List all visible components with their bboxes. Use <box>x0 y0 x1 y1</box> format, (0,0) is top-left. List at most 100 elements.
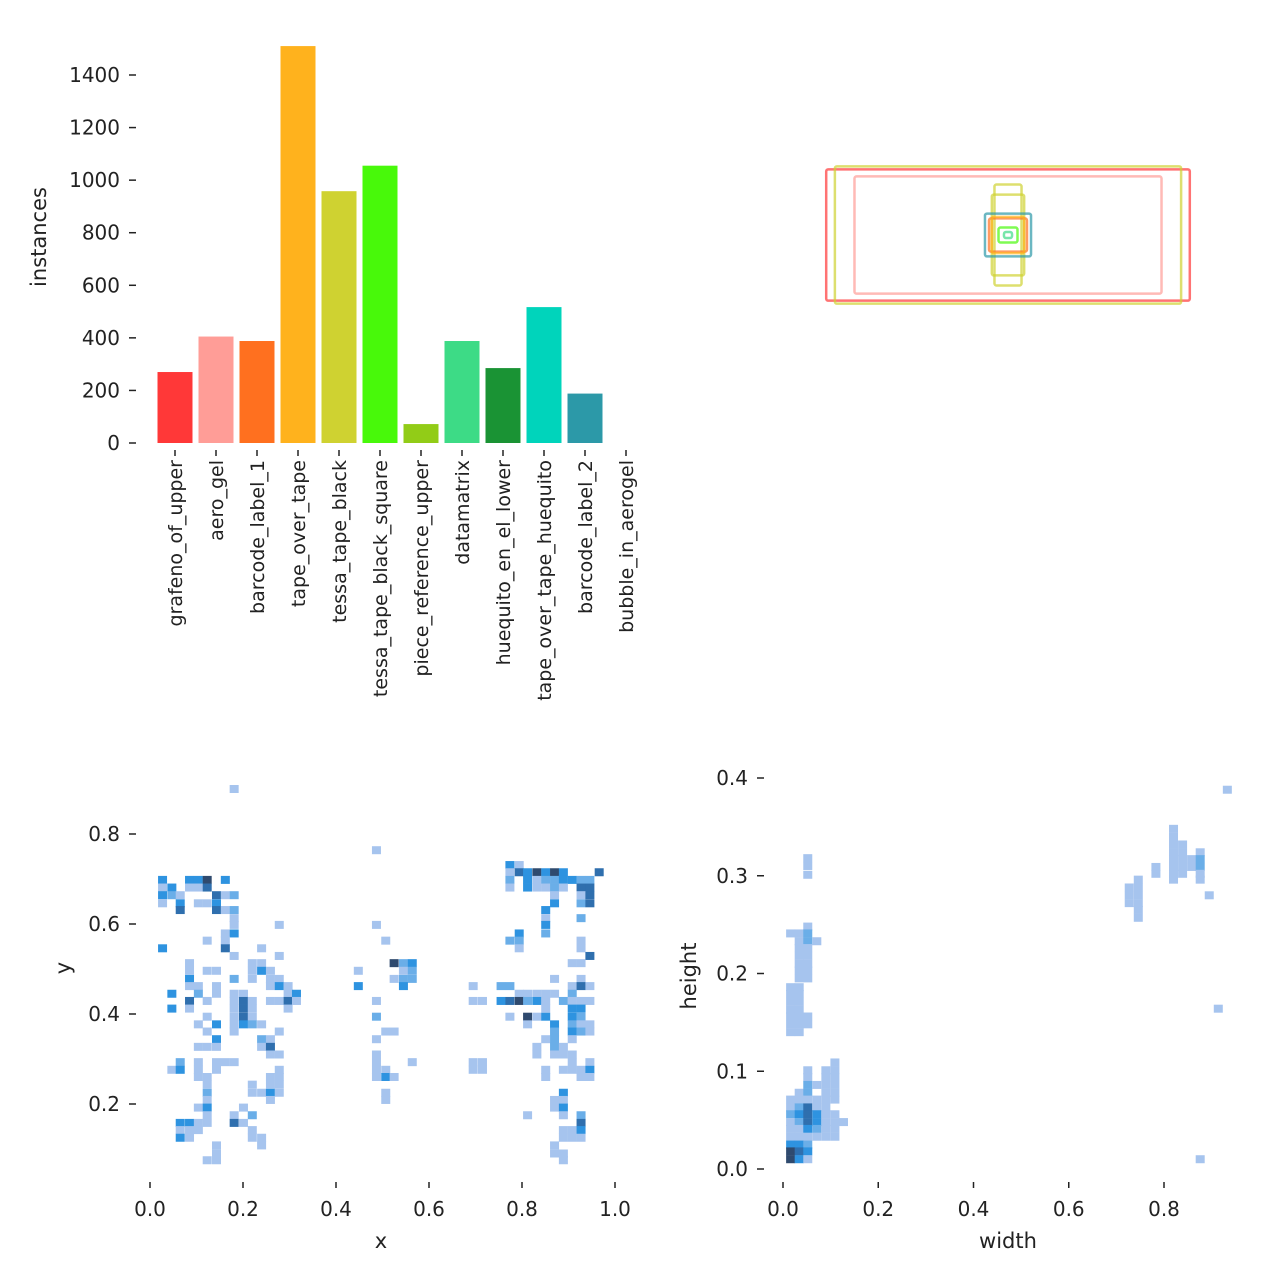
xy-heatmap-cell <box>558 1065 568 1074</box>
xy-heatmap-cell <box>523 989 533 998</box>
wh-heatmap-cell <box>830 1073 840 1082</box>
xy-heatmap-cell <box>381 1095 391 1104</box>
xy-heatmap-cell <box>541 914 551 923</box>
xy-heatmap-cell <box>541 868 551 877</box>
wh-heatmap-cell <box>803 944 813 953</box>
bar-category-label: piece_reference_upper <box>411 460 433 677</box>
xy-heatmap-cell <box>238 1103 248 1112</box>
xy-heatmap-cell <box>185 875 195 884</box>
xy-heatmap-cell <box>175 891 185 900</box>
wh-heatmap-cell <box>1151 869 1161 878</box>
wh-heatmap-cell <box>803 1088 813 1097</box>
bar-tape_over_tape_huequito <box>526 307 562 443</box>
xy-heatmap-cell <box>541 883 551 892</box>
wh-heatmap-cell <box>1133 899 1143 908</box>
xy-heatmap-cell <box>202 1012 212 1021</box>
wh-heatmap-cell <box>794 929 804 938</box>
label-box <box>990 215 1026 255</box>
xy-heatmap-cell <box>550 1095 560 1104</box>
xy-heatmap-cell <box>567 996 577 1005</box>
wh-heatmap-cell <box>812 1132 822 1141</box>
bar-category-label: aero_gel <box>206 460 228 541</box>
xy-heatmap-cell <box>550 1050 560 1059</box>
wh-heatmap-cell <box>1178 862 1188 871</box>
wh-heatmap-cell <box>1124 883 1134 892</box>
xy-heatmap-cell <box>398 974 408 983</box>
xy-heatmap-cell <box>505 861 515 870</box>
xy-heatmap-cell <box>211 1149 221 1158</box>
xy-heatmap-cell <box>175 899 185 908</box>
xy-heatmap-cell <box>585 1058 595 1067</box>
bar-y-tick-label: 200 <box>82 378 120 402</box>
wh-heatmap-cell <box>1133 883 1143 892</box>
xy-heatmap-cell <box>185 1004 195 1013</box>
xy-heatmap-cell <box>257 1035 267 1044</box>
wh-y-tick-label: 0.2 <box>716 962 748 986</box>
wh-heatmap-cell <box>803 937 813 946</box>
xy-heatmap-cell <box>585 1065 595 1074</box>
wh-heatmap-cell <box>1195 1155 1205 1164</box>
xy-heatmap-cell <box>229 785 239 793</box>
wh-heatmap-cell <box>803 929 813 938</box>
xy-heatmap-cell <box>247 1111 257 1120</box>
xy-heatmap-cell <box>220 929 230 938</box>
bar-category-label: tessa_tape_black_square <box>370 460 392 697</box>
xy-heatmap-cell <box>185 996 195 1005</box>
xy-heatmap-cell <box>558 1088 568 1097</box>
xy-heatmap-cell <box>585 1073 595 1081</box>
xy-heatmap-cell <box>193 1103 203 1112</box>
xy-heatmap-cell <box>371 846 381 855</box>
xy-heatmap-cell <box>389 1073 399 1081</box>
xy-heatmap-cell <box>265 974 275 983</box>
xy-x-tick-label: 0.2 <box>227 1197 259 1221</box>
xy-heatmap-cell <box>576 1020 586 1029</box>
xy-heatmap-cell <box>567 1020 577 1029</box>
xy-heatmap-cell <box>238 996 248 1005</box>
wh-y-tick-label: 0.4 <box>716 766 748 790</box>
xy-heatmap-cell <box>283 996 293 1005</box>
xy-heatmap-cell <box>576 982 586 991</box>
label-box <box>833 165 1183 305</box>
xy-heatmap-cell <box>550 875 560 884</box>
xy-heatmap-cell <box>257 959 267 968</box>
bar-y-tick-label: 0 <box>107 431 120 455</box>
wh-heatmap-cell <box>786 1132 796 1141</box>
wh-heatmap-cell <box>786 997 796 1006</box>
xy-heatmap-cell <box>167 1065 177 1074</box>
xy-heatmap-cell <box>220 944 230 953</box>
xy-heatmap-cell <box>229 1118 239 1127</box>
wh-heatmap-cell <box>1124 899 1134 908</box>
xy-heatmap-cell <box>274 974 284 983</box>
xy-heatmap-cell <box>576 899 586 908</box>
label-box <box>824 168 1192 302</box>
wh-heatmap-cell <box>812 1124 822 1133</box>
xy-heatmap-cell <box>558 1133 568 1142</box>
wh-heatmap-cell <box>794 1147 804 1156</box>
xy-heatmap-cell <box>381 936 391 945</box>
xy-heatmap-cell <box>407 1058 417 1067</box>
xy-heatmap-cell <box>585 1020 595 1029</box>
xy-heatmap-cell <box>175 1058 185 1067</box>
wh-heatmap-cell <box>803 1080 813 1089</box>
xy-heatmap-cell <box>211 1058 221 1067</box>
xy-heatmap-cell <box>229 974 239 983</box>
xy-heatmap-cell <box>257 1133 267 1142</box>
wh-heatmap-cell <box>794 983 804 992</box>
xy-heatmap-cell <box>158 891 168 900</box>
xy-heatmap-cell <box>477 996 487 1005</box>
xy-heatmap-cell <box>283 1004 293 1013</box>
bar-category-label: barcode_label_1 <box>247 460 269 614</box>
xy-heatmap-cell <box>541 1035 551 1044</box>
wh-heatmap-cell <box>803 1118 813 1127</box>
wh-y-axis-label: height <box>677 943 701 1010</box>
wh-heatmap-cell <box>1195 869 1205 878</box>
xy-heatmap-cell <box>193 1118 203 1127</box>
xy-heatmap-cell <box>558 883 568 892</box>
xy-heatmap-cell <box>158 899 168 908</box>
xy-heatmap-cell <box>202 1080 212 1089</box>
xy-heatmap-cell <box>567 1126 577 1135</box>
xy-heatmap-cell <box>585 1027 595 1036</box>
xy-heatmap-cell <box>247 966 257 975</box>
xy-heatmap-cell <box>585 883 595 892</box>
bar-tape_over_tape <box>280 46 316 443</box>
